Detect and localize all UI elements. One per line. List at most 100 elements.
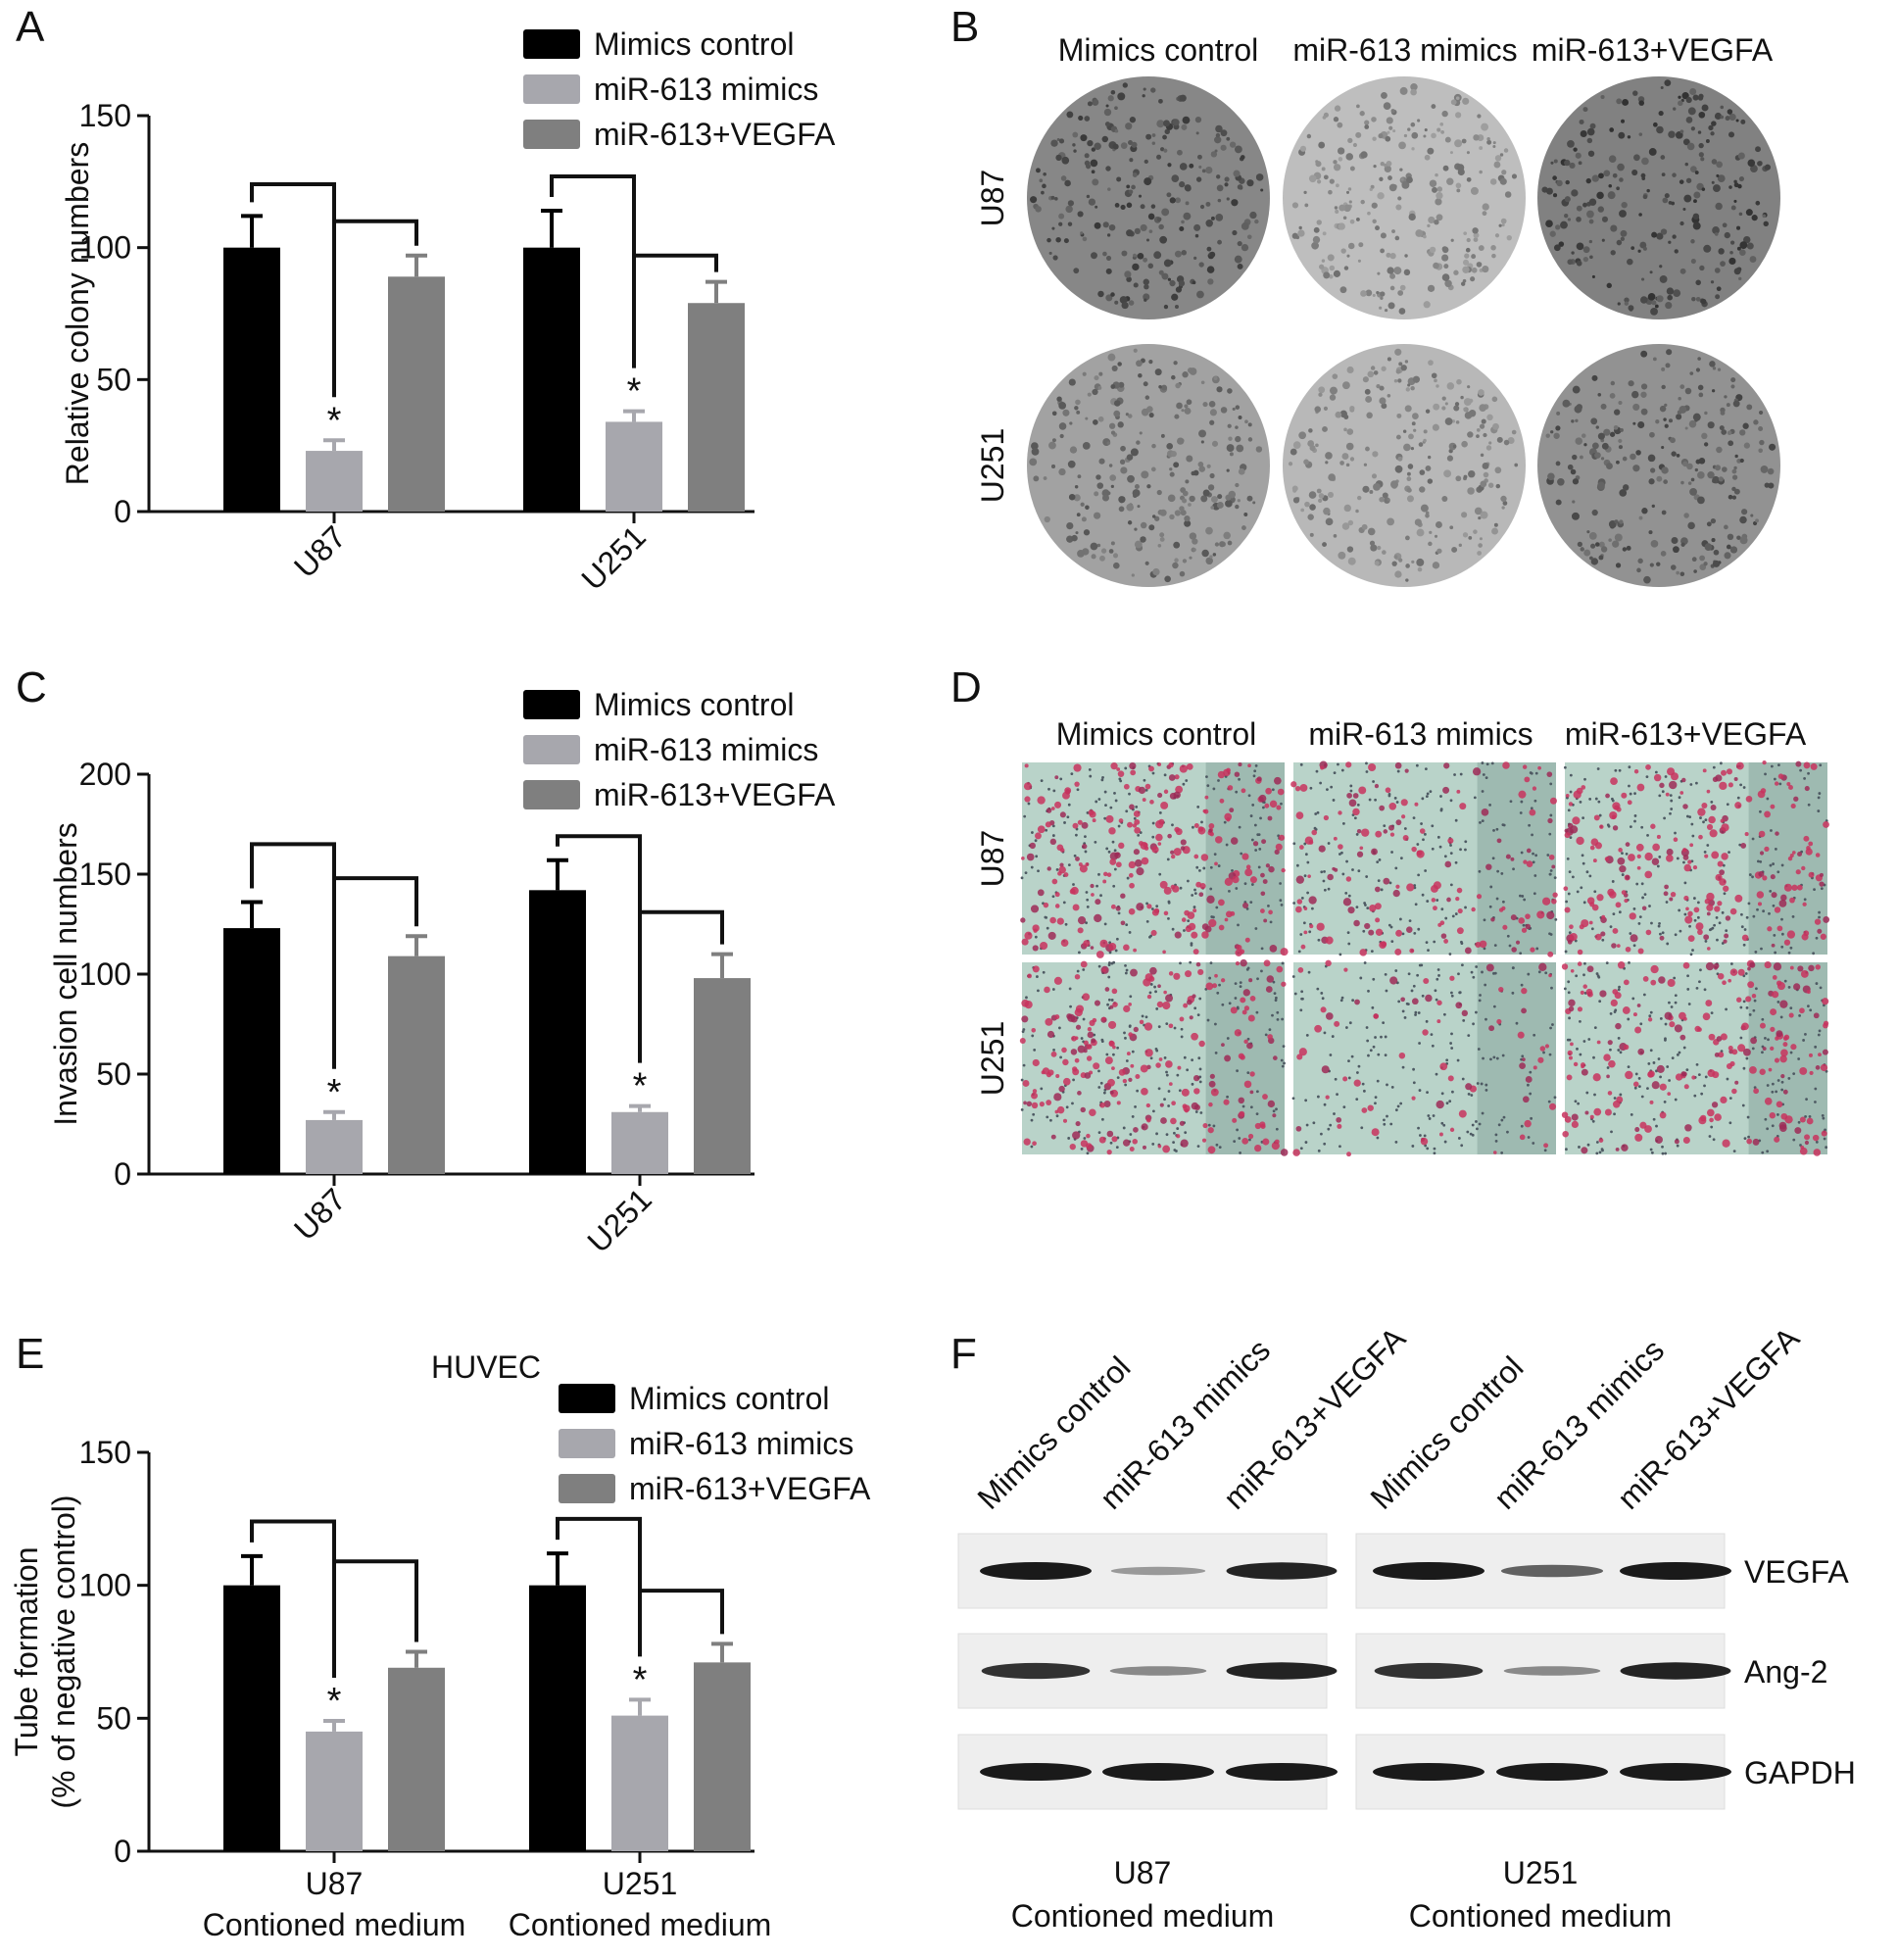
pore-dot xyxy=(1771,1090,1775,1094)
pore-dot xyxy=(1085,921,1088,925)
pore-dot xyxy=(1249,814,1253,817)
invaded-cell xyxy=(1108,1041,1115,1048)
pore-dot xyxy=(1083,1137,1087,1140)
pore-dot xyxy=(1031,1034,1035,1038)
invaded-cell xyxy=(1168,761,1174,768)
colony-dot xyxy=(1431,104,1436,110)
invaded-cell xyxy=(1804,1140,1810,1146)
invaded-cell xyxy=(1752,1138,1760,1146)
pore-dot xyxy=(1472,975,1476,979)
colony-dot xyxy=(1094,512,1101,519)
invaded-cell xyxy=(1199,882,1206,890)
invaded-cell xyxy=(1142,798,1146,802)
colony-dot xyxy=(1348,200,1352,204)
pore-dot xyxy=(1345,1026,1348,1029)
pore-dot xyxy=(1773,933,1776,937)
invaded-cell xyxy=(1193,1088,1200,1095)
colony-dot xyxy=(1343,204,1351,213)
pore-dot xyxy=(1397,1000,1401,1004)
colony-dot xyxy=(1582,433,1586,438)
colony-dot xyxy=(1112,553,1119,559)
colony-dot xyxy=(1205,201,1211,207)
pore-dot xyxy=(1322,879,1326,883)
colony-dot xyxy=(1403,133,1408,138)
colony-dot xyxy=(1334,206,1338,210)
colony-dot xyxy=(1711,389,1716,393)
pore-dot xyxy=(1659,932,1662,936)
invaded-cell xyxy=(1182,1103,1188,1109)
pore-dot xyxy=(1641,896,1644,900)
invaded-cell xyxy=(1023,1101,1027,1105)
invaded-cell xyxy=(1461,1009,1469,1017)
pore-dot xyxy=(1064,922,1068,926)
colony-dot xyxy=(1171,293,1179,301)
invaded-cell xyxy=(1636,854,1641,859)
colony-dot xyxy=(1449,525,1454,530)
colony-dot xyxy=(1085,505,1090,511)
invaded-cell xyxy=(1562,1130,1569,1138)
colony-dot xyxy=(1482,265,1489,273)
colony-dot xyxy=(1198,262,1204,268)
pore-dot xyxy=(1743,928,1747,931)
pore-dot xyxy=(1300,990,1304,994)
pore-dot xyxy=(1462,1018,1466,1022)
pore-dot xyxy=(1818,910,1821,914)
invaded-cell xyxy=(1054,904,1060,908)
invaded-cell xyxy=(1049,838,1057,846)
invaded-cell xyxy=(1799,1147,1808,1155)
pore-dot xyxy=(1657,1057,1661,1060)
colony-dot xyxy=(1304,501,1310,508)
colony-dot xyxy=(1323,507,1331,515)
colony-dot xyxy=(1616,239,1623,246)
pore-dot xyxy=(1708,1135,1712,1138)
invaded-cell xyxy=(1073,763,1082,772)
invaded-cell xyxy=(1571,1113,1579,1121)
invaded-cell xyxy=(1796,884,1803,891)
pore-dot xyxy=(1383,824,1387,828)
colony-dot xyxy=(1588,532,1597,540)
invaded-cell xyxy=(1498,907,1504,912)
invaded-cell xyxy=(1616,944,1621,948)
colony-dot xyxy=(1216,184,1224,192)
colony-dot xyxy=(1246,234,1252,240)
colony-dot xyxy=(1369,187,1373,192)
pore-dot xyxy=(1317,1149,1321,1152)
pore-dot xyxy=(1761,1017,1765,1021)
invaded-cell xyxy=(1669,1021,1676,1028)
colony-dot xyxy=(1369,540,1376,546)
invaded-cell xyxy=(1615,1022,1622,1030)
colony-dot xyxy=(1441,406,1446,411)
pore-dot xyxy=(1726,803,1729,807)
invaded-cell xyxy=(1173,791,1181,799)
colony-dot xyxy=(1226,136,1231,141)
colony-dot xyxy=(1372,451,1379,458)
group-label: U251 xyxy=(1503,1855,1579,1890)
pore-dot xyxy=(1493,944,1497,948)
panel-letter-a: A xyxy=(16,3,45,51)
invaded-cell xyxy=(1594,933,1602,941)
colony-dot xyxy=(1699,555,1705,562)
invaded-cell xyxy=(1290,781,1297,788)
pore-dot xyxy=(1191,894,1194,897)
pore-dot xyxy=(1073,854,1077,858)
invaded-cell xyxy=(1438,1132,1443,1137)
colony-dot xyxy=(1727,430,1732,435)
invaded-cell xyxy=(1241,902,1249,909)
invaded-cell xyxy=(1208,918,1217,928)
colony-dot xyxy=(1461,138,1467,144)
colony-dot xyxy=(1679,129,1684,134)
invaded-cell xyxy=(1423,978,1430,985)
invaded-cell xyxy=(1722,980,1727,986)
pore-dot xyxy=(1678,908,1681,912)
pore-dot xyxy=(1728,1121,1732,1125)
invaded-cell xyxy=(1337,1123,1342,1129)
pore-dot xyxy=(1703,851,1707,854)
invaded-cell xyxy=(1744,832,1749,837)
colony-dot xyxy=(1051,226,1055,230)
invaded-cell xyxy=(1260,891,1266,897)
pore-dot xyxy=(1629,825,1632,829)
colony-dot xyxy=(1095,474,1101,480)
colony-dot xyxy=(1144,159,1148,165)
pore-dot xyxy=(1598,813,1602,817)
